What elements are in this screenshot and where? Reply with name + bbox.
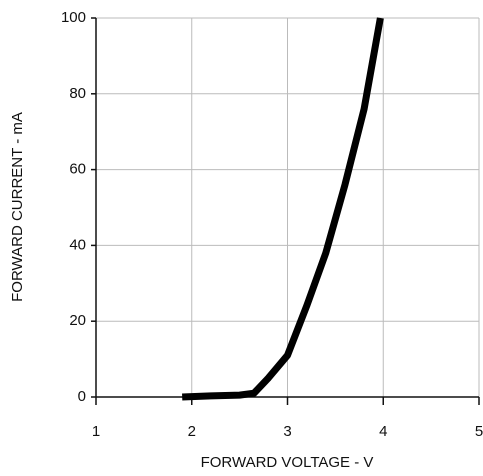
y-axis-label: FORWARD CURRENT - mA: [9, 112, 26, 302]
y-tick-label: 0: [78, 388, 86, 405]
y-tick-label: 40: [69, 236, 86, 253]
data-line: [182, 17, 384, 401]
y-tick-label: 60: [69, 161, 86, 178]
y-tick-label: 20: [69, 312, 86, 329]
x-tick-label: 3: [283, 423, 291, 440]
x-axis-label: FORWARD VOLTAGE - V: [201, 454, 374, 471]
y-tick-label: 100: [61, 9, 86, 26]
y-tick-label: 80: [69, 85, 86, 102]
x-tick-label: 5: [475, 423, 483, 440]
x-tick-label: 2: [188, 423, 196, 440]
x-tick-label: 4: [379, 423, 387, 440]
x-tick-label: 1: [92, 423, 100, 440]
